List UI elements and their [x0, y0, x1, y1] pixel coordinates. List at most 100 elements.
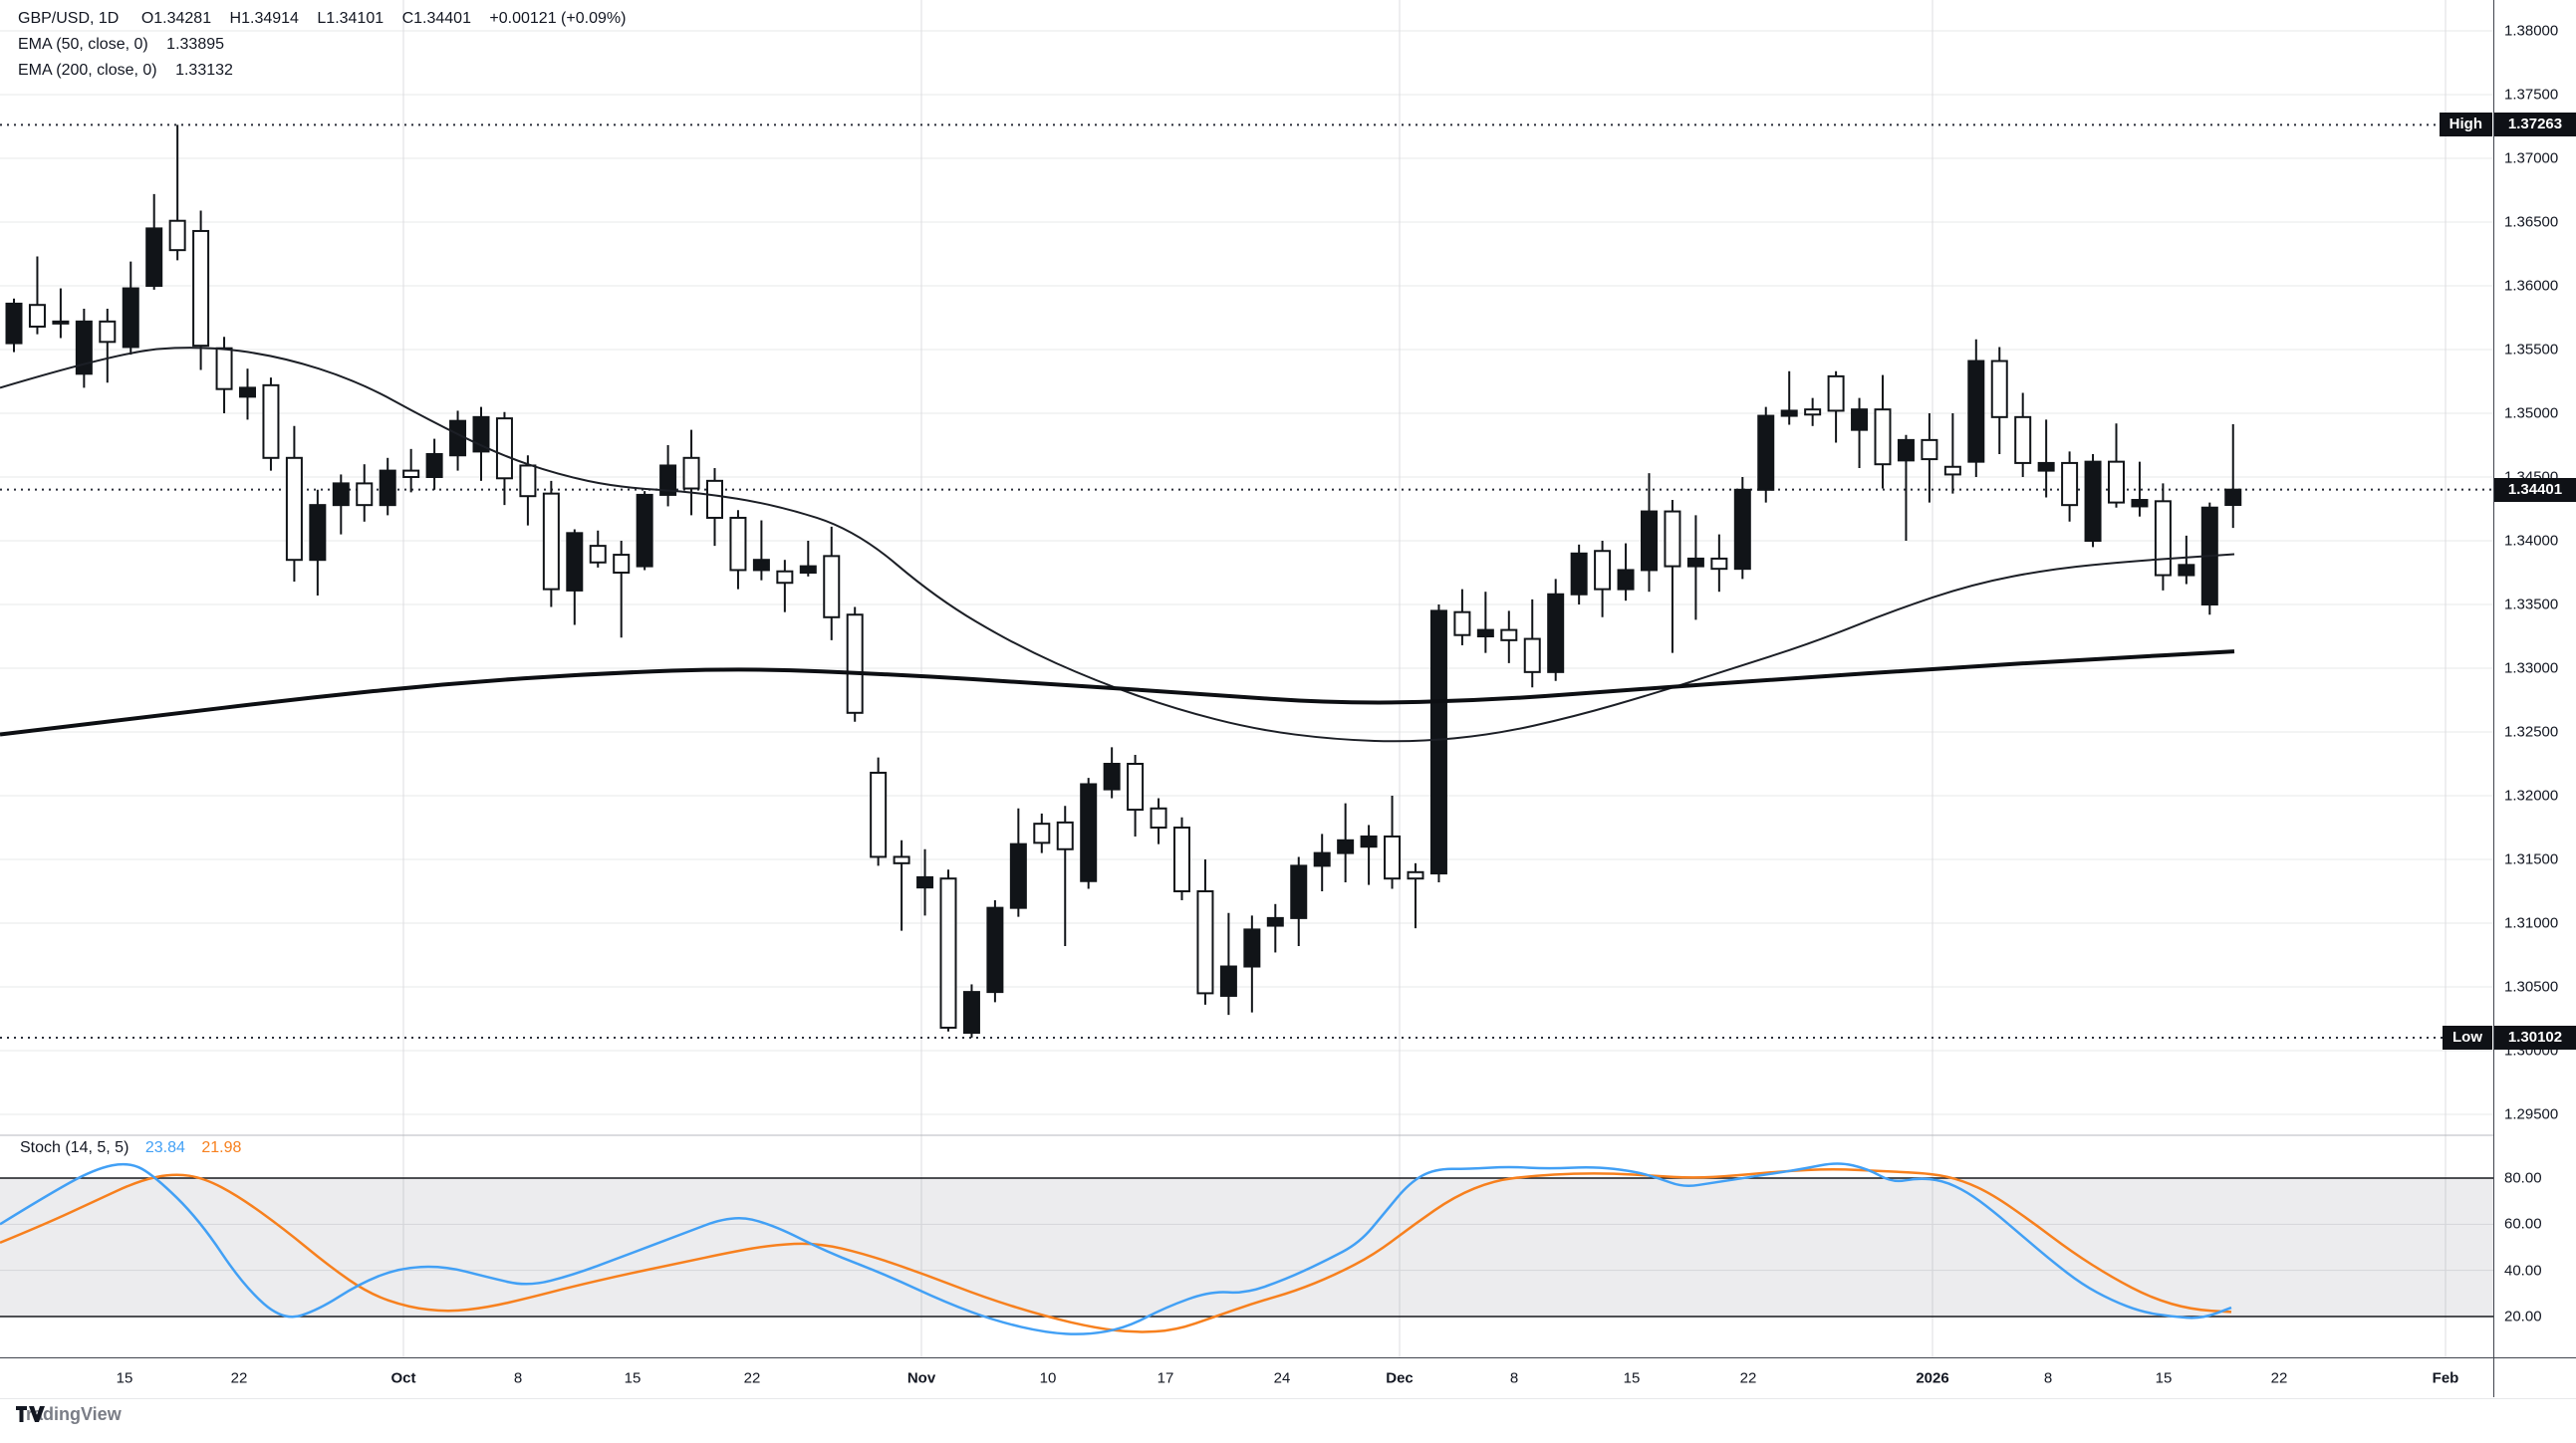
candle-up [449, 419, 467, 457]
price-tick: 1.36500 [2504, 213, 2559, 231]
candle-up [1780, 409, 1798, 417]
candle-down [1990, 360, 2008, 418]
time-tick: 17 [1157, 1369, 1174, 1387]
candle-down [1827, 374, 1845, 412]
candle-down [823, 555, 841, 618]
candle-up [52, 320, 70, 325]
candle-down [1664, 510, 1681, 568]
stoch-k-value: 23.84 [144, 1139, 185, 1156]
candle-up [239, 386, 256, 398]
candle-down [28, 304, 46, 328]
candle-down [589, 545, 607, 564]
candle-up [659, 464, 677, 496]
candle-up [1360, 835, 1378, 848]
candle-up [379, 469, 396, 507]
candle-down [846, 613, 864, 714]
candle-down [1056, 821, 1074, 850]
candle-down [2014, 415, 2032, 464]
symbol-legend-row[interactable]: GBP/USD, 1D O1.34281 H1.34914 L1.34101 C… [18, 6, 640, 32]
ema200-label: EMA (200, close, 0) [18, 62, 157, 79]
time-tick: Oct [390, 1369, 416, 1387]
candle-up [1757, 414, 1775, 491]
candle-up [566, 532, 584, 592]
candle-down [1150, 807, 1167, 829]
candle-down [402, 469, 420, 479]
stoch-tick: 20.00 [2504, 1308, 2542, 1325]
time-tick: 15 [1623, 1369, 1641, 1387]
candle-down [682, 456, 700, 490]
candle-up [75, 320, 93, 375]
candle-up [1967, 360, 1985, 463]
candle-down [706, 479, 723, 519]
candle-down [168, 219, 186, 252]
price-tick: 1.31500 [2504, 850, 2559, 868]
time-tick: 8 [1509, 1369, 1519, 1387]
candle-up [962, 991, 980, 1035]
candle-down [1453, 610, 1471, 636]
ema50-legend-row[interactable]: EMA (50, close, 0) 1.33895 [18, 32, 640, 58]
time-tick: 22 [230, 1369, 248, 1387]
tradingview-attribution[interactable]: TradingView [16, 1404, 122, 1425]
candle-up [752, 559, 770, 572]
ema50-line[interactable] [0, 347, 2235, 743]
candle-up [2224, 488, 2242, 507]
stoch-d-line[interactable] [0, 1168, 2232, 1333]
price-tick: 1.38000 [2504, 22, 2559, 40]
candle-up [636, 493, 653, 568]
candle-down [285, 456, 303, 562]
candle-up [1476, 628, 1494, 637]
time-scale[interactable]: 15 22 Oct 8 15 22 Nov 10 17 24 Dec 8 15 22 2026 8 15 22 Fe… [0, 1357, 2576, 1399]
ohlc-close: C1.34401 [401, 10, 471, 27]
candle-up [1080, 783, 1098, 882]
candle-down [1804, 408, 1822, 416]
candle-up [1243, 928, 1261, 968]
candle-up [145, 227, 163, 287]
stoch-band [0, 1178, 2493, 1318]
candle-down [613, 554, 631, 575]
candle-up [1313, 851, 1331, 867]
candle-up [1641, 510, 1658, 572]
time-tick: 15 [2155, 1369, 2173, 1387]
ema50-value: 1.33895 [166, 36, 225, 53]
candle-down [1921, 438, 1938, 461]
last-price-badge: 1.34401 [2494, 477, 2576, 502]
stoch-legend-row[interactable]: Stoch (14, 5, 5) 23.84 21.98 [20, 1139, 253, 1157]
ema200-legend-row[interactable]: EMA (200, close, 0) 1.33132 [18, 58, 640, 84]
candle-up [1570, 552, 1588, 596]
price-tick: 1.34000 [2504, 532, 2559, 550]
stoch-d-value: 21.98 [201, 1139, 242, 1156]
candle-down [519, 464, 537, 498]
price-scale[interactable]: 1.38000 1.37500 1.37000 1.36500 1.36000 1.355… [2494, 0, 2576, 1397]
candle-down [893, 855, 910, 864]
price-scale-border [2493, 0, 2494, 1397]
price-tick: 1.31000 [2504, 914, 2559, 932]
candle-down [1594, 550, 1612, 591]
candle-up [799, 565, 817, 574]
price-tick: 1.35500 [2504, 341, 2559, 359]
stoch-tick: 40.00 [2504, 1262, 2542, 1280]
stoch-k-line[interactable] [0, 1162, 2232, 1335]
stoch-label: Stoch (14, 5, 5) [20, 1139, 129, 1156]
price-tick: 1.33000 [2504, 659, 2559, 677]
candle-down [356, 482, 374, 507]
candle-up [1290, 864, 1308, 919]
candle-up [309, 504, 327, 562]
time-tick: 15 [116, 1369, 133, 1387]
price-tick: 1.30500 [2504, 978, 2559, 996]
time-tick: 10 [1039, 1369, 1057, 1387]
candle-down [1407, 870, 1424, 880]
price-tick: 1.33500 [2504, 596, 2559, 613]
time-tick: 2026 [1916, 1369, 1949, 1387]
time-tick: Dec [1386, 1369, 1414, 1387]
legend: GBP/USD, 1D O1.34281 H1.34914 L1.34101 C… [18, 6, 640, 84]
ema200-line[interactable] [0, 649, 2235, 737]
low-marker-label: Low [2443, 1025, 2492, 1050]
candle-down [1127, 763, 1145, 812]
candle-up [1733, 488, 1751, 571]
candle-down [1523, 637, 1541, 673]
candle-down [870, 771, 888, 858]
candle-up [2037, 461, 2055, 472]
time-tick: 22 [2270, 1369, 2288, 1387]
